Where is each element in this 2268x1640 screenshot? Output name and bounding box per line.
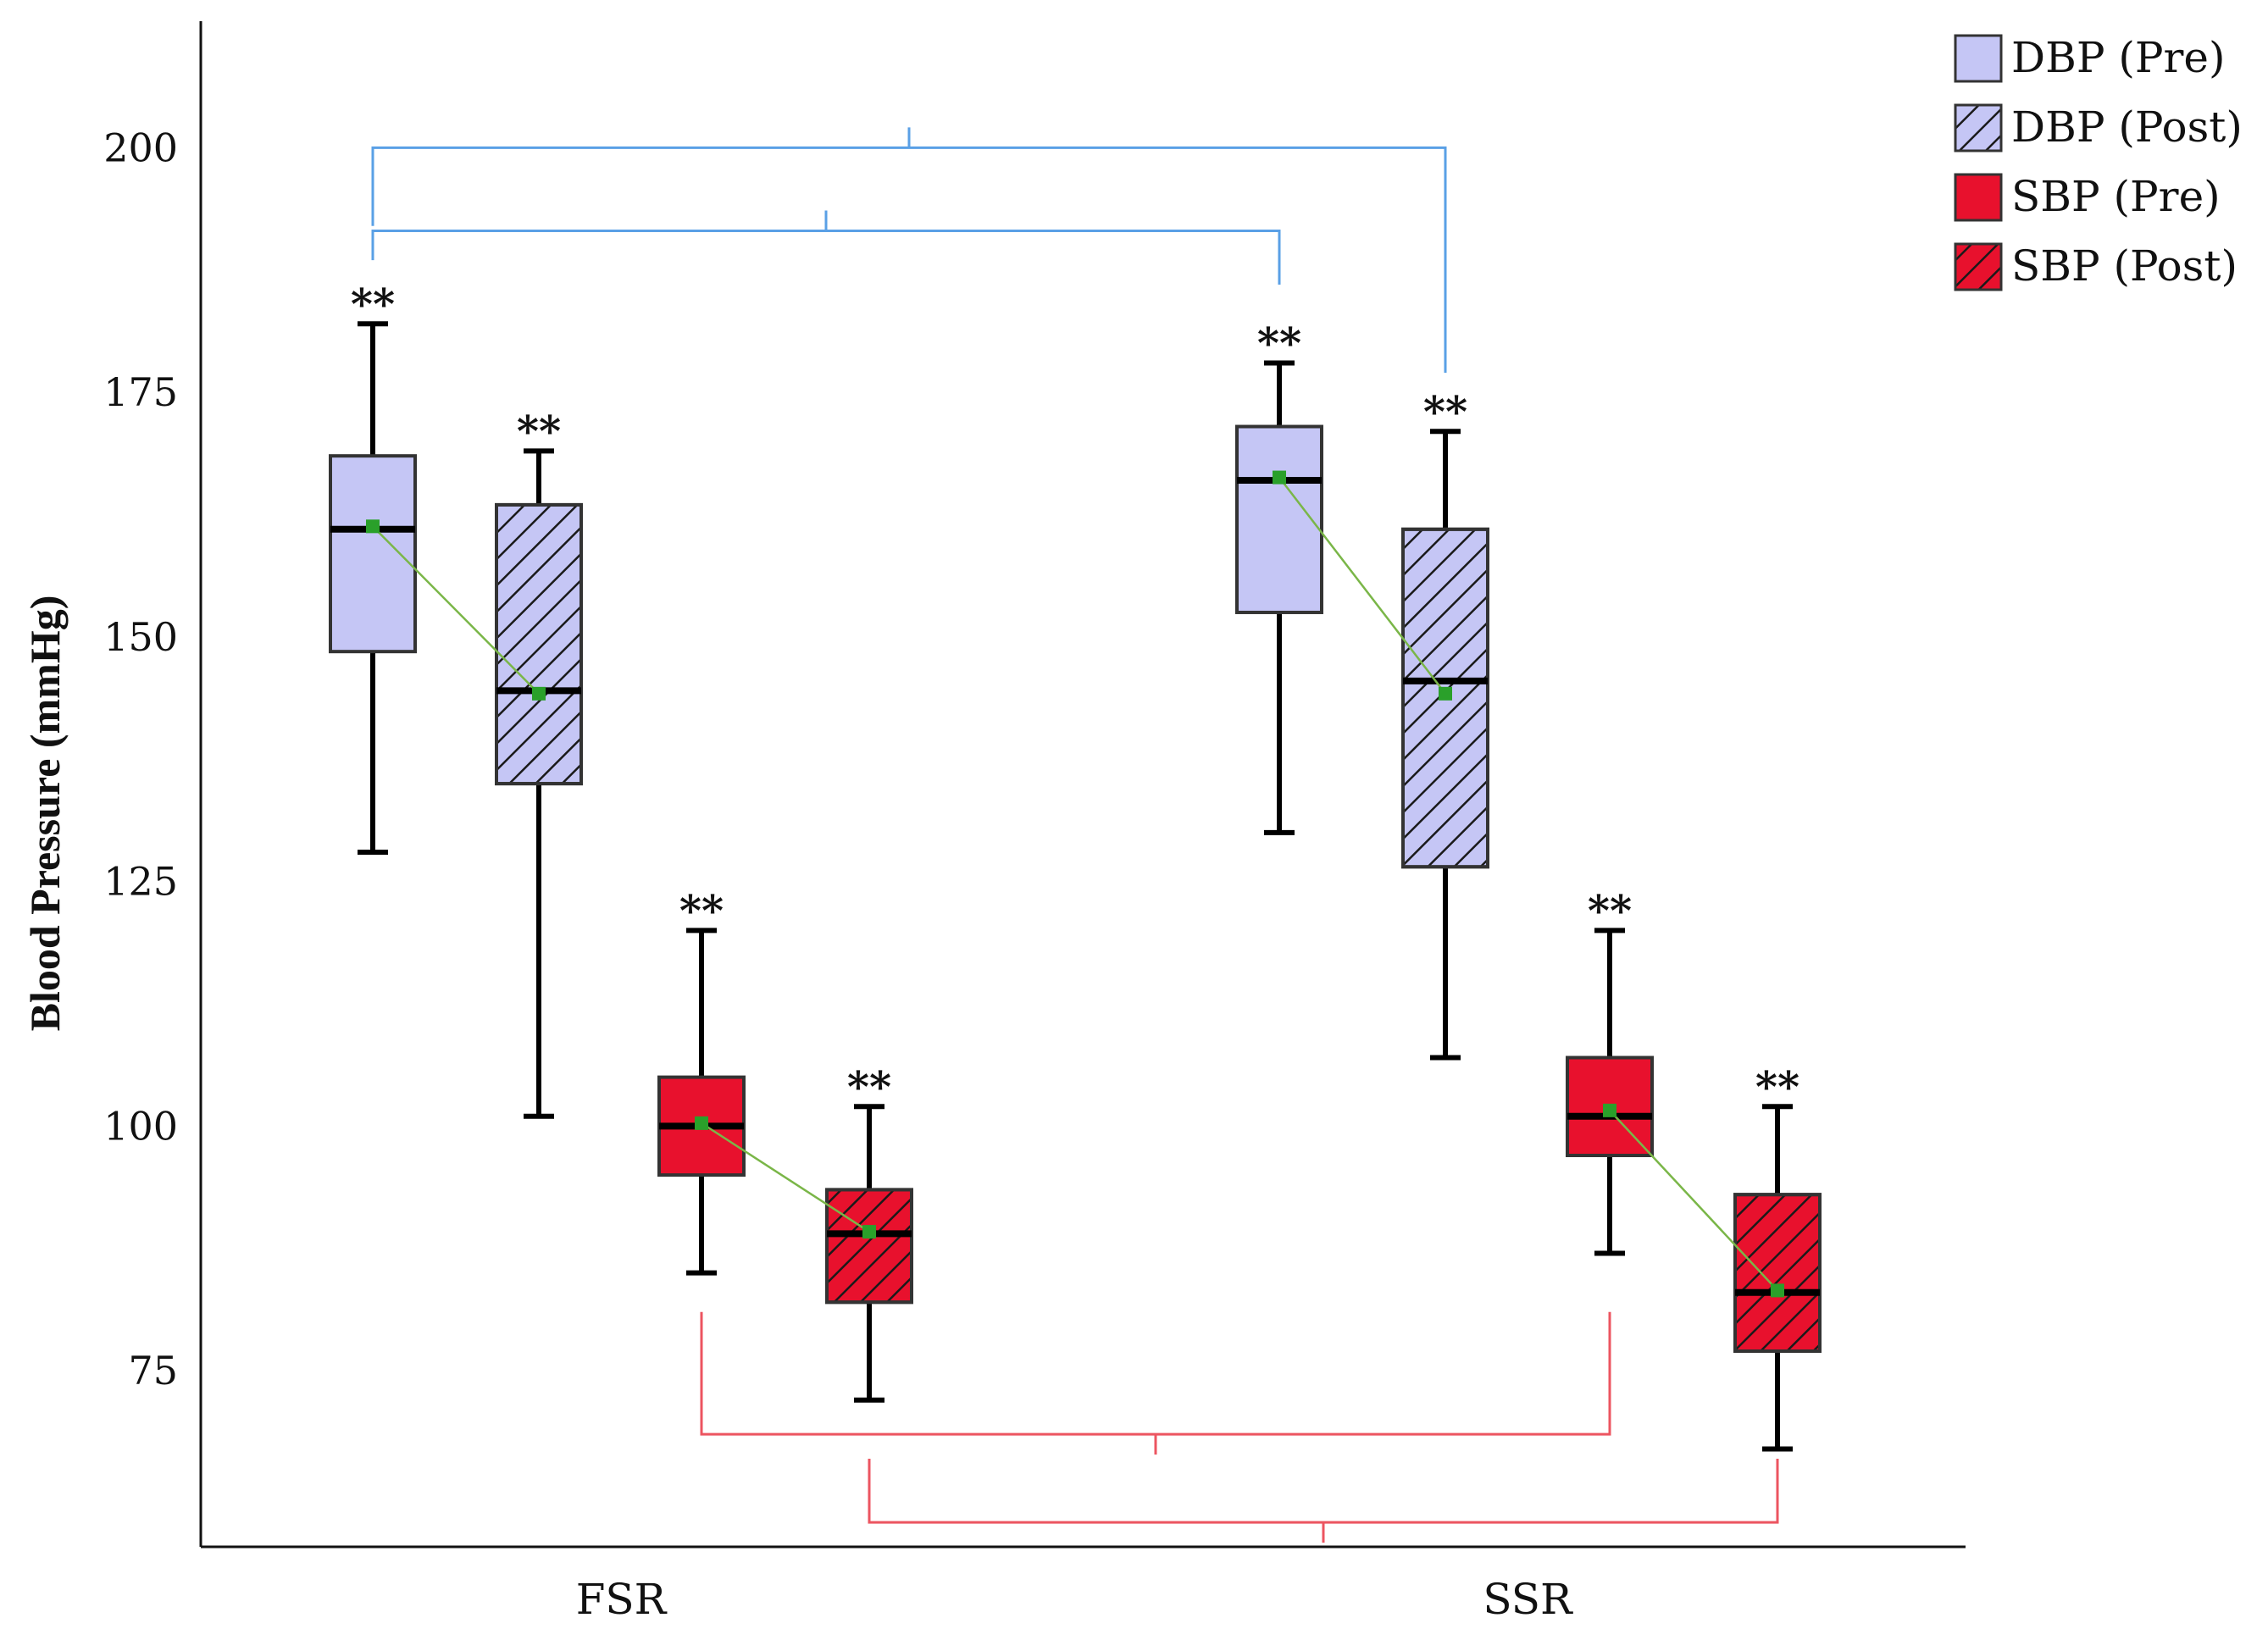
legend-item: DBP (Pre) <box>1954 33 2226 83</box>
mean-marker <box>862 1225 876 1239</box>
box-body <box>1235 424 1323 614</box>
box-ssr-sbp-pre: ** <box>1566 885 1654 1256</box>
legend-swatch-hatch <box>1954 242 2003 291</box>
mean-marker <box>1603 1103 1616 1117</box>
legend-label: SBP (Post) <box>2011 241 2238 291</box>
legend-swatch-hatch <box>1954 103 2003 152</box>
y-tick-label: 75 <box>128 1348 178 1393</box>
mean-marker <box>366 519 380 534</box>
legend-item: SBP (Pre) <box>1954 172 2221 222</box>
box-ssr-sbp-post: ** <box>1733 1061 1822 1452</box>
significance-bracket <box>371 210 1281 285</box>
y-tick-label: 200 <box>103 125 178 170</box>
mean-marker <box>1273 470 1286 485</box>
significance-bracket <box>371 127 1447 373</box>
significance-label: ** <box>847 1061 891 1111</box>
x-tick-label: SSR <box>1483 1575 1573 1624</box>
legend-item: SBP (Post) <box>1954 241 2238 291</box>
legend: DBP (Pre) DBP (Post) SBP (Pre) SBP (Post) <box>1954 33 2243 291</box>
legend-item: DBP (Post) <box>1954 102 2243 152</box>
box-hatch <box>495 502 583 786</box>
box-fsr-dbp-pre: ** <box>329 279 417 855</box>
legend-label: DBP (Pre) <box>2011 33 2226 82</box>
y-tick-label: 175 <box>103 369 178 415</box>
mean-marker <box>1439 686 1452 701</box>
significance-bracket <box>700 1311 1611 1455</box>
mean-marker <box>532 686 546 701</box>
box-hatch <box>1733 1193 1822 1353</box>
significance-label: ** <box>517 406 561 456</box>
box-ssr-dbp-pre: ** <box>1235 318 1323 835</box>
legend-swatch <box>1954 34 2003 83</box>
significance-label: ** <box>1588 885 1632 935</box>
significance-brackets <box>371 127 1779 1543</box>
mean-connector <box>1609 1110 1778 1292</box>
significance-label: ** <box>1755 1061 1799 1111</box>
box-hatch <box>825 1188 913 1305</box>
x-tick-label: FSR <box>576 1575 668 1624</box>
box-fsr-sbp-pre: ** <box>657 885 746 1276</box>
mean-connector <box>372 525 540 695</box>
legend-label: SBP (Pre) <box>2011 172 2221 221</box>
box-series: ** ** ** ** ** ** ** ** <box>329 279 1822 1452</box>
significance-label: ** <box>1423 386 1467 436</box>
y-tick-label: 100 <box>103 1103 178 1149</box>
y-axis-label: Blood Pressure (mmHg) <box>21 596 69 1032</box>
legend-swatch <box>1954 173 2003 222</box>
significance-label: ** <box>351 279 395 329</box>
axes: 75 100 125 150 175 200 FSR SSR <box>103 21 1966 1624</box>
legend-label: DBP (Post) <box>2011 102 2243 152</box>
mean-marker <box>1771 1283 1784 1298</box>
mean-connector <box>701 1122 870 1233</box>
mean-connector <box>1278 476 1446 695</box>
box-ssr-dbp-post: ** <box>1401 386 1489 1061</box>
y-tick-label: 150 <box>103 614 178 660</box>
box-body <box>329 454 417 654</box>
significance-bracket <box>868 1459 1779 1543</box>
box-fsr-dbp-post: ** <box>495 406 583 1119</box>
significance-label: ** <box>679 885 724 935</box>
y-tick-label: 125 <box>103 859 178 905</box>
mean-marker <box>695 1116 708 1130</box>
significance-label: ** <box>1257 318 1301 368</box>
